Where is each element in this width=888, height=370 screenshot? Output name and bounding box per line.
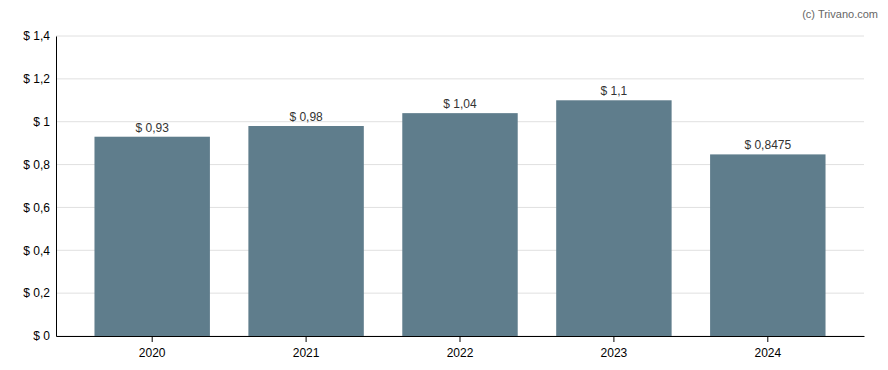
annotation: (c) Trivano.com xyxy=(802,8,878,20)
bar xyxy=(710,154,825,336)
x-tick-label: 2020 xyxy=(139,346,166,360)
x-tick-mark xyxy=(306,336,307,342)
y-tick-label: $ 1,4 xyxy=(23,29,50,43)
data-label: $ 0,8475 xyxy=(744,138,791,152)
data-labels: $ 0,93 $ 0,98 $ 1,04 $ 1,1 $ 0,8475 xyxy=(136,84,792,152)
y-tick-label: $ 0 xyxy=(33,329,50,343)
y-tick: $ 0,2 xyxy=(23,286,56,300)
x-tick-mark xyxy=(152,336,153,342)
bar xyxy=(94,137,209,336)
x-tick-mark xyxy=(613,336,614,342)
grid-line xyxy=(56,36,864,37)
x-tick: 2024 xyxy=(754,336,781,360)
x-tick-label: 2022 xyxy=(447,346,474,360)
y-tick: $ 0,6 xyxy=(23,201,56,215)
data-label: $ 0,98 xyxy=(289,110,323,124)
y-tick: $ 1,4 xyxy=(23,29,56,43)
x-tick: 2023 xyxy=(601,336,628,360)
bars xyxy=(94,100,825,336)
x-tick-mark xyxy=(460,336,461,342)
x-tick: 2022 xyxy=(447,336,474,360)
bar xyxy=(248,126,363,336)
x-tick: 2021 xyxy=(293,336,320,360)
y-tick-label: $ 0,6 xyxy=(23,201,50,215)
chart: $ 0 $ 0,2 $ 0,4 $ 0,6 $ 0,8 $ 1 $ 1,2 $ 1,4 2020… xyxy=(0,0,888,370)
y-tick-label: $ 0,8 xyxy=(23,158,50,172)
grid-line xyxy=(56,78,864,79)
x-tick-label: 2021 xyxy=(293,346,320,360)
data-label: $ 0,93 xyxy=(136,121,170,135)
x-tick-label: 2024 xyxy=(754,346,781,360)
y-axis: $ 0 $ 0,2 $ 0,4 $ 0,6 $ 0,8 $ 1 $ 1,2 $ 1,4 xyxy=(23,29,56,343)
data-label: $ 1,04 xyxy=(443,97,477,111)
data-label: $ 1,1 xyxy=(601,84,628,98)
x-tick-label: 2023 xyxy=(601,346,628,360)
y-axis-line xyxy=(56,37,57,337)
bar xyxy=(402,113,517,336)
y-tick: $ 0,4 xyxy=(23,244,56,258)
grid xyxy=(56,36,864,336)
y-tick-label: $ 1,2 xyxy=(23,72,50,86)
y-tick-label: $ 0,4 xyxy=(23,244,50,258)
plot: $ 0 $ 0,2 $ 0,4 $ 0,6 $ 0,8 $ 1 $ 1,2 $ 1,4 2020… xyxy=(23,29,864,359)
y-tick: $ 0 xyxy=(33,329,56,343)
y-tick: $ 0,8 xyxy=(23,158,56,172)
y-tick: $ 1 xyxy=(33,115,56,129)
y-tick-label: $ 1 xyxy=(33,115,50,129)
y-tick-label: $ 0,2 xyxy=(23,286,50,300)
x-tick-mark xyxy=(767,336,768,342)
x-axis: 2020 2021 2022 2023 2024 xyxy=(57,336,865,360)
x-tick: 2020 xyxy=(139,336,166,360)
y-tick: $ 1,2 xyxy=(23,72,56,86)
bar xyxy=(556,100,671,336)
